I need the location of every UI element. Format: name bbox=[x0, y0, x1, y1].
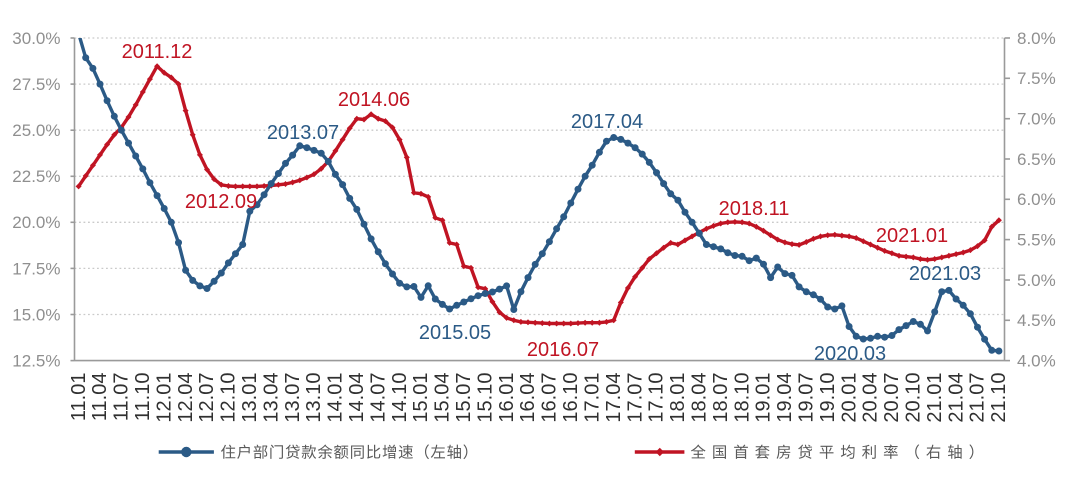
svg-text:15.04: 15.04 bbox=[432, 373, 454, 423]
svg-text:2012.09: 2012.09 bbox=[185, 191, 257, 213]
svg-text:14.07: 14.07 bbox=[367, 373, 389, 423]
svg-text:19.07: 19.07 bbox=[796, 373, 818, 423]
svg-text:11.10: 11.10 bbox=[132, 373, 154, 422]
svg-text:8.0%: 8.0% bbox=[1017, 29, 1056, 48]
svg-text:7.0%: 7.0% bbox=[1017, 110, 1056, 129]
svg-text:5.0%: 5.0% bbox=[1017, 271, 1056, 290]
svg-text:20.07: 20.07 bbox=[881, 373, 903, 423]
svg-text:17.01: 17.01 bbox=[581, 373, 603, 423]
svg-text:17.07: 17.07 bbox=[624, 373, 646, 423]
svg-text:12.10: 12.10 bbox=[218, 373, 240, 423]
svg-text:15.07: 15.07 bbox=[453, 373, 475, 423]
svg-text:20.10: 20.10 bbox=[903, 373, 925, 423]
svg-text:21.04: 21.04 bbox=[945, 373, 967, 423]
svg-text:16.07: 16.07 bbox=[539, 373, 561, 423]
svg-text:20.01: 20.01 bbox=[838, 373, 860, 423]
svg-text:25.0%: 25.0% bbox=[12, 121, 60, 140]
svg-text:27.5%: 27.5% bbox=[12, 75, 60, 94]
svg-text:6.5%: 6.5% bbox=[1017, 150, 1056, 169]
svg-text:13.07: 13.07 bbox=[282, 373, 304, 423]
svg-text:2020.03: 2020.03 bbox=[814, 343, 886, 365]
svg-text:2015.05: 2015.05 bbox=[419, 322, 491, 344]
svg-text:7.5%: 7.5% bbox=[1017, 69, 1056, 88]
svg-text:19.04: 19.04 bbox=[774, 373, 796, 423]
svg-text:15.0%: 15.0% bbox=[12, 305, 60, 324]
svg-text:20.04: 20.04 bbox=[860, 373, 882, 423]
svg-text:17.5%: 17.5% bbox=[12, 259, 60, 278]
svg-text:11.04: 11.04 bbox=[89, 373, 111, 422]
svg-text:17.10: 17.10 bbox=[646, 373, 668, 423]
svg-text:16.04: 16.04 bbox=[517, 373, 539, 423]
svg-text:14.10: 14.10 bbox=[389, 373, 411, 423]
svg-text:21.10: 21.10 bbox=[988, 373, 1010, 423]
svg-text:2017.04: 2017.04 bbox=[571, 111, 643, 133]
svg-text:12.5%: 12.5% bbox=[12, 352, 60, 371]
svg-text:22.5%: 22.5% bbox=[12, 167, 60, 186]
svg-text:2021.01: 2021.01 bbox=[876, 225, 948, 247]
svg-text:12.01: 12.01 bbox=[153, 373, 175, 423]
svg-text:19.10: 19.10 bbox=[817, 373, 839, 423]
svg-text:16.01: 16.01 bbox=[496, 373, 518, 423]
svg-text:18.10: 18.10 bbox=[731, 373, 753, 423]
svg-text:21.07: 21.07 bbox=[967, 373, 989, 423]
svg-text:13.04: 13.04 bbox=[260, 373, 282, 423]
svg-text:16.10: 16.10 bbox=[560, 373, 582, 423]
svg-text:14.04: 14.04 bbox=[346, 373, 368, 423]
svg-text:14.01: 14.01 bbox=[325, 373, 347, 423]
svg-text:13.10: 13.10 bbox=[303, 373, 325, 423]
svg-text:2021.03: 2021.03 bbox=[909, 263, 981, 285]
svg-text:2016.07: 2016.07 bbox=[527, 339, 599, 361]
svg-text:4.0%: 4.0% bbox=[1017, 352, 1056, 371]
svg-text:2014.06: 2014.06 bbox=[338, 89, 410, 111]
svg-text:30.0%: 30.0% bbox=[12, 29, 60, 48]
svg-text:12.07: 12.07 bbox=[196, 373, 218, 423]
svg-text:12.04: 12.04 bbox=[175, 373, 197, 423]
svg-text:6.0%: 6.0% bbox=[1017, 190, 1056, 209]
svg-text:20.0%: 20.0% bbox=[12, 213, 60, 232]
svg-text:18.04: 18.04 bbox=[689, 373, 711, 423]
svg-text:2011.12: 2011.12 bbox=[122, 41, 193, 63]
svg-text:18.07: 18.07 bbox=[710, 373, 732, 423]
svg-text:2013.07: 2013.07 bbox=[267, 122, 339, 144]
svg-text:17.04: 17.04 bbox=[603, 373, 625, 423]
svg-text:19.01: 19.01 bbox=[753, 373, 775, 423]
svg-text:21.01: 21.01 bbox=[924, 373, 946, 423]
svg-text:11.07: 11.07 bbox=[111, 373, 133, 422]
svg-text:18.01: 18.01 bbox=[667, 373, 689, 423]
svg-text:15.01: 15.01 bbox=[410, 373, 432, 423]
svg-text:2018.11: 2018.11 bbox=[719, 198, 790, 220]
svg-text:4.5%: 4.5% bbox=[1017, 311, 1056, 330]
svg-text:11.01: 11.01 bbox=[68, 373, 90, 422]
svg-text:5.5%: 5.5% bbox=[1017, 231, 1056, 250]
svg-text:15.10: 15.10 bbox=[474, 373, 496, 423]
svg-text:13.01: 13.01 bbox=[239, 373, 261, 423]
